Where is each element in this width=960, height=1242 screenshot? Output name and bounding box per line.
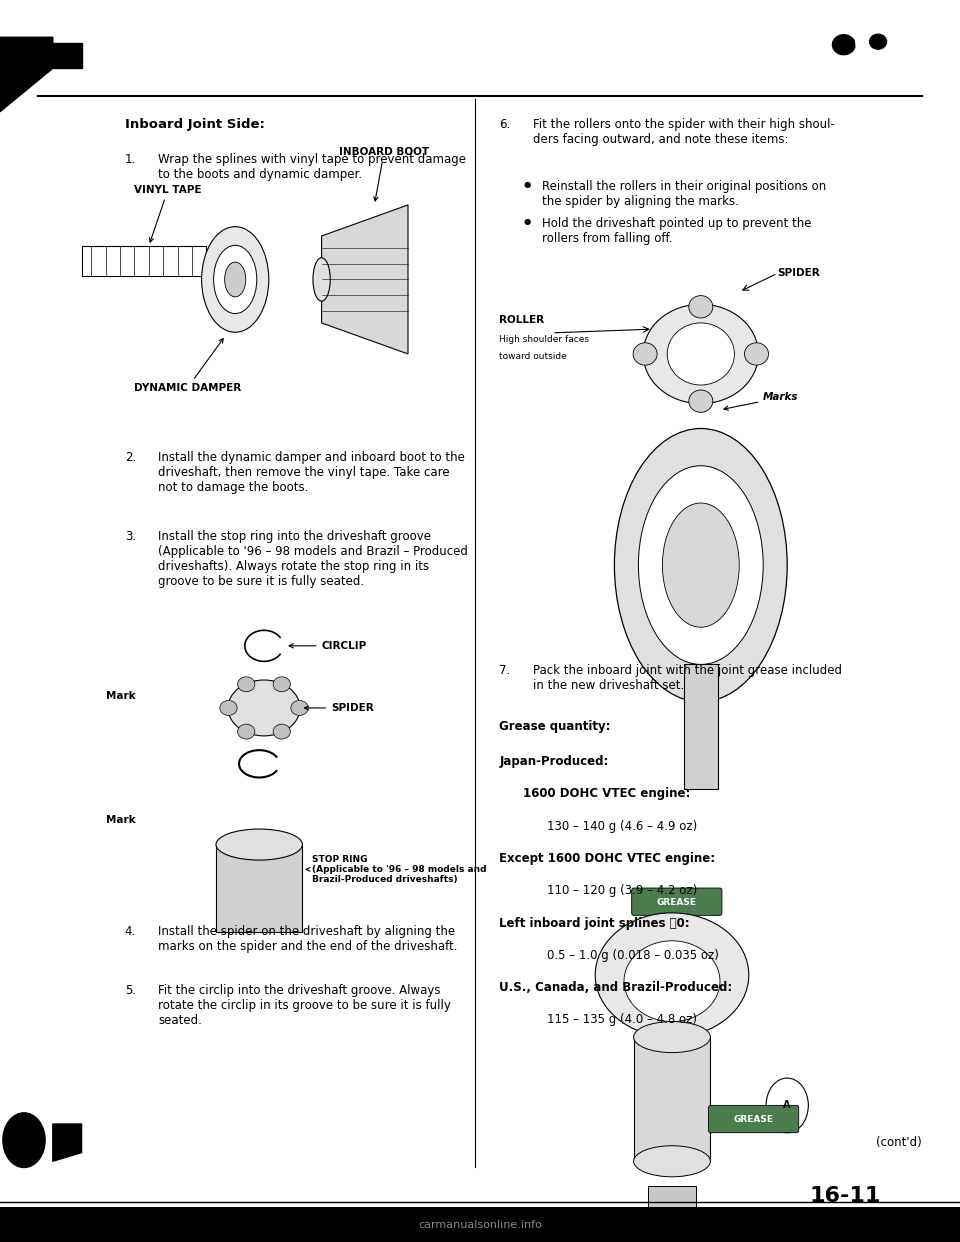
Ellipse shape bbox=[228, 681, 300, 735]
Ellipse shape bbox=[638, 466, 763, 664]
Text: (cont'd): (cont'd) bbox=[876, 1136, 922, 1149]
Ellipse shape bbox=[633, 343, 657, 365]
Text: 130 – 140 g (4.6 – 4.9 oz): 130 – 140 g (4.6 – 4.9 oz) bbox=[547, 820, 698, 832]
Text: 1600 DOHC VTEC engine:: 1600 DOHC VTEC engine: bbox=[523, 787, 690, 800]
Text: 0.5 – 1.0 g (0.018 – 0.035 oz): 0.5 – 1.0 g (0.018 – 0.035 oz) bbox=[547, 949, 719, 961]
Ellipse shape bbox=[662, 503, 739, 627]
Ellipse shape bbox=[688, 390, 712, 412]
Circle shape bbox=[3, 1113, 45, 1167]
Text: Japan-Produced:: Japan-Produced: bbox=[499, 755, 609, 768]
Ellipse shape bbox=[213, 246, 257, 313]
Text: GREASE: GREASE bbox=[733, 1114, 774, 1124]
Text: Hold the driveshaft pointed up to prevent the
rollers from falling off.: Hold the driveshaft pointed up to preven… bbox=[542, 217, 812, 246]
Polygon shape bbox=[53, 1124, 82, 1161]
Text: carmanualsonline.info: carmanualsonline.info bbox=[418, 1220, 542, 1230]
Text: ROLLER: ROLLER bbox=[499, 315, 544, 325]
Polygon shape bbox=[322, 205, 408, 354]
Text: STOP RING
(Applicable to '96 – 98 models and
Brazil-Produced driveshafts): STOP RING (Applicable to '96 – 98 models… bbox=[306, 854, 487, 884]
Text: Reinstall the rollers in their original positions on
the spider by aligning the : Reinstall the rollers in their original … bbox=[542, 180, 827, 209]
Text: ●: ● bbox=[523, 217, 531, 226]
Text: Fit the circlip into the driveshaft groove. Always
rotate the circlip in its gro: Fit the circlip into the driveshaft groo… bbox=[158, 984, 451, 1027]
FancyBboxPatch shape bbox=[632, 888, 722, 915]
Text: Pack the inboard joint with the joint grease included
in the new driveshaft set.: Pack the inboard joint with the joint gr… bbox=[533, 664, 842, 693]
Text: 4.: 4. bbox=[125, 925, 136, 938]
Ellipse shape bbox=[614, 428, 787, 702]
Text: 2.: 2. bbox=[125, 451, 136, 463]
Text: High shoulder faces: High shoulder faces bbox=[499, 334, 589, 344]
Circle shape bbox=[870, 35, 886, 50]
Text: A: A bbox=[783, 1100, 791, 1110]
Text: VINYL TAPE: VINYL TAPE bbox=[134, 185, 202, 242]
Ellipse shape bbox=[688, 296, 712, 318]
Text: Fit the rollers onto the spider with their high shoul-
ders facing outward, and : Fit the rollers onto the spider with the… bbox=[533, 118, 834, 147]
Ellipse shape bbox=[313, 257, 330, 301]
FancyBboxPatch shape bbox=[708, 1105, 799, 1133]
Bar bbox=[82, 246, 206, 276]
Text: Install the stop ring into the driveshaft groove
(Applicable to '96 – 98 models : Install the stop ring into the driveshaf… bbox=[158, 530, 468, 589]
Text: Except 1600 DOHC VTEC engine:: Except 1600 DOHC VTEC engine: bbox=[499, 852, 715, 864]
Bar bbox=[648, 1186, 696, 1242]
Polygon shape bbox=[815, 19, 873, 71]
Ellipse shape bbox=[238, 724, 255, 739]
Text: ●: ● bbox=[523, 180, 531, 189]
Text: INBOARD BOOT: INBOARD BOOT bbox=[339, 148, 429, 201]
Ellipse shape bbox=[634, 1145, 710, 1177]
Text: U.S., Canada, and Brazil-Produced:: U.S., Canada, and Brazil-Produced: bbox=[499, 981, 732, 994]
Text: 110 – 120 g (3.9 – 4.2 oz): 110 – 120 g (3.9 – 4.2 oz) bbox=[547, 884, 698, 897]
Text: 1.: 1. bbox=[125, 153, 136, 165]
Text: SPIDER: SPIDER bbox=[778, 268, 821, 278]
Ellipse shape bbox=[220, 700, 237, 715]
Bar bbox=[216, 845, 302, 932]
Ellipse shape bbox=[202, 226, 269, 332]
Circle shape bbox=[766, 1078, 808, 1133]
Text: Wrap the splines with vinyl tape to prevent damage
to the boots and dynamic damp: Wrap the splines with vinyl tape to prev… bbox=[158, 153, 467, 181]
Ellipse shape bbox=[273, 724, 290, 739]
Bar bbox=[0, 1207, 960, 1242]
Ellipse shape bbox=[634, 1021, 710, 1053]
Polygon shape bbox=[855, 22, 900, 61]
Ellipse shape bbox=[667, 323, 734, 385]
Polygon shape bbox=[53, 43, 82, 68]
Ellipse shape bbox=[624, 941, 720, 1021]
Polygon shape bbox=[0, 37, 53, 112]
Ellipse shape bbox=[745, 343, 768, 365]
Ellipse shape bbox=[595, 913, 749, 1037]
Text: 115 – 135 g (4.0 – 4.8 oz): 115 – 135 g (4.0 – 4.8 oz) bbox=[547, 1013, 697, 1026]
Text: SPIDER: SPIDER bbox=[304, 703, 374, 713]
Ellipse shape bbox=[643, 304, 758, 404]
Text: Mark: Mark bbox=[106, 691, 135, 700]
Circle shape bbox=[832, 35, 855, 55]
Text: 16-11: 16-11 bbox=[809, 1186, 880, 1206]
Text: Inboard Joint Side:: Inboard Joint Side: bbox=[125, 118, 265, 130]
Text: GREASE: GREASE bbox=[657, 898, 697, 908]
Text: CIRCLIP: CIRCLIP bbox=[289, 641, 367, 651]
Ellipse shape bbox=[225, 262, 246, 297]
Text: 7.: 7. bbox=[499, 664, 511, 677]
Ellipse shape bbox=[274, 677, 291, 692]
Text: Marks: Marks bbox=[724, 392, 799, 410]
Bar bbox=[634, 1037, 710, 1161]
Text: 3.: 3. bbox=[125, 530, 136, 543]
Text: Install the dynamic damper and inboard boot to the
driveshaft, then remove the v: Install the dynamic damper and inboard b… bbox=[158, 451, 466, 494]
Bar bbox=[684, 664, 718, 789]
Text: DYNAMIC DAMPER: DYNAMIC DAMPER bbox=[133, 339, 241, 394]
Text: toward outside: toward outside bbox=[499, 351, 567, 361]
Ellipse shape bbox=[291, 700, 308, 715]
Text: 5.: 5. bbox=[125, 984, 136, 996]
Text: Grease quantity:: Grease quantity: bbox=[499, 720, 611, 733]
Text: Left inboard joint splines ⑀0:: Left inboard joint splines ⑀0: bbox=[499, 917, 690, 929]
Ellipse shape bbox=[238, 677, 255, 692]
Ellipse shape bbox=[216, 830, 302, 859]
Text: Mark: Mark bbox=[106, 815, 135, 825]
Text: 6.: 6. bbox=[499, 118, 511, 130]
Text: Install the spider on the driveshaft by aligning the
marks on the spider and the: Install the spider on the driveshaft by … bbox=[158, 925, 458, 954]
